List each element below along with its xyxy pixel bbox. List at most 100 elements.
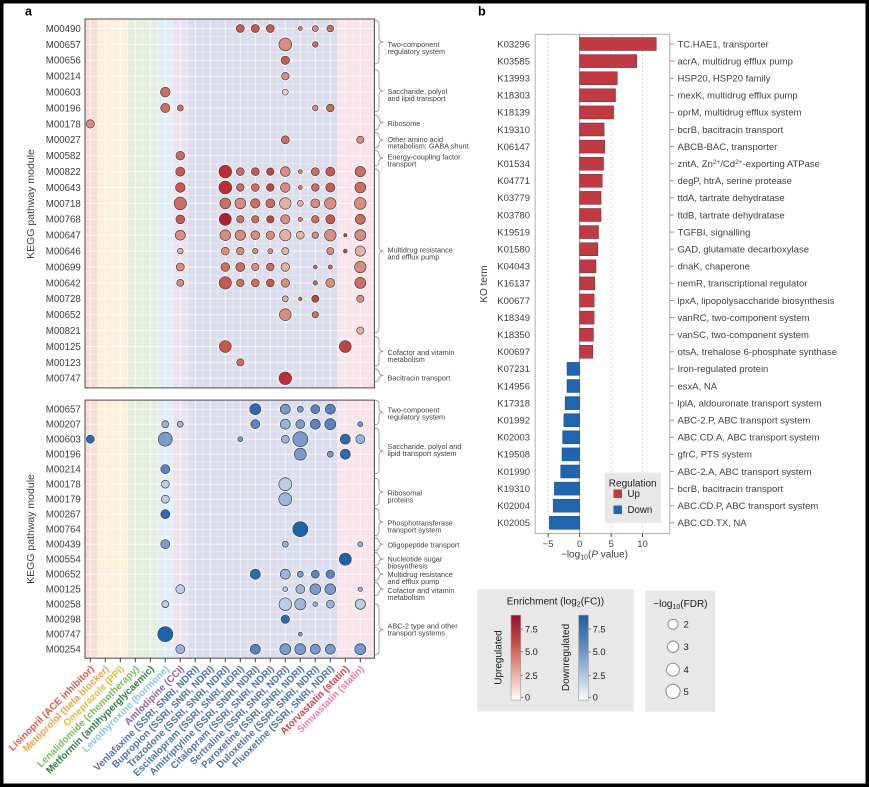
svg-text:M00267: M00267 bbox=[46, 510, 81, 521]
svg-text:7.5: 7.5 bbox=[525, 624, 538, 634]
svg-text:M00178: M00178 bbox=[46, 119, 81, 130]
svg-text:vanSC, two-component system: vanSC, two-component system bbox=[678, 330, 810, 341]
svg-text:ABC-2.A, ABC transport system: ABC-2.A, ABC transport system bbox=[678, 467, 812, 478]
svg-text:gfrC, PTS system: gfrC, PTS system bbox=[678, 450, 753, 461]
svg-text:K00697: K00697 bbox=[497, 347, 530, 358]
svg-text:Saccharide, polyol and: Saccharide, polyol and bbox=[388, 442, 462, 451]
svg-text:M00647: M00647 bbox=[46, 231, 81, 242]
svg-text:K16137: K16137 bbox=[497, 279, 530, 290]
svg-text:ABC.CD.TX, NA: ABC.CD.TX, NA bbox=[678, 518, 748, 529]
svg-text:K00677: K00677 bbox=[497, 296, 530, 307]
svg-text:M00656: M00656 bbox=[46, 56, 81, 67]
svg-text:K19310: K19310 bbox=[497, 125, 530, 136]
svg-text:metabolism: metabolism bbox=[388, 593, 425, 602]
svg-text:M00657: M00657 bbox=[46, 40, 81, 51]
svg-text:metabolism: GABA shunt: metabolism: GABA shunt bbox=[388, 142, 469, 151]
svg-text:Bacitracin transport: Bacitracin transport bbox=[388, 374, 451, 383]
svg-text:lipid transport system: lipid transport system bbox=[388, 449, 457, 458]
svg-text:M00643: M00643 bbox=[46, 183, 81, 194]
svg-text:ABC-2 type and other: ABC-2 type and other bbox=[388, 622, 459, 631]
svg-text:M00490: M00490 bbox=[46, 24, 82, 35]
svg-text:ABCB-BAC, transporter: ABCB-BAC, transporter bbox=[678, 142, 778, 153]
svg-text:K07231: K07231 bbox=[497, 364, 530, 375]
svg-text:Iron-regulated protein: Iron-regulated protein bbox=[678, 364, 769, 375]
svg-text:Cofactor and vitamin: Cofactor and vitamin bbox=[388, 348, 455, 357]
svg-text:regulatory system: regulatory system bbox=[388, 47, 446, 56]
svg-text:M00822: M00822 bbox=[46, 167, 81, 178]
svg-text:M00718: M00718 bbox=[46, 199, 81, 210]
svg-text:K03780: K03780 bbox=[497, 210, 530, 221]
svg-text:transport system: transport system bbox=[388, 525, 442, 534]
svg-text:ttdB, tartrate dehydratase: ttdB, tartrate dehydratase bbox=[678, 210, 785, 221]
svg-text:0: 0 bbox=[593, 693, 598, 703]
svg-text:M00214: M00214 bbox=[46, 465, 82, 476]
svg-text:M00196: M00196 bbox=[46, 103, 81, 114]
svg-text:M00747: M00747 bbox=[46, 630, 81, 641]
svg-text:M00027: M00027 bbox=[46, 135, 81, 146]
svg-text:M00652: M00652 bbox=[46, 310, 81, 321]
svg-text:K02005: K02005 bbox=[497, 518, 530, 529]
svg-text:2.5: 2.5 bbox=[593, 671, 606, 681]
svg-text:M00603: M00603 bbox=[46, 435, 81, 446]
svg-text:Saccharide, polyol: Saccharide, polyol bbox=[388, 87, 448, 96]
svg-text:and lipid transport: and lipid transport bbox=[388, 94, 446, 103]
svg-text:K01534: K01534 bbox=[497, 159, 530, 170]
svg-text:K18303: K18303 bbox=[497, 91, 530, 102]
svg-text:biosynthesis: biosynthesis bbox=[388, 561, 429, 570]
svg-text:Down: Down bbox=[628, 505, 653, 516]
svg-text:Regulation: Regulation bbox=[609, 479, 657, 490]
svg-text:TGFBI, signalling: TGFBI, signalling bbox=[678, 227, 751, 238]
svg-text:M00125: M00125 bbox=[46, 342, 81, 353]
svg-text:M00207: M00207 bbox=[46, 420, 81, 431]
svg-text:K02004: K02004 bbox=[497, 501, 530, 512]
svg-text:Ribosome: Ribosome bbox=[388, 119, 421, 128]
svg-text:0: 0 bbox=[577, 539, 582, 550]
svg-text:degP, htrA, serine protease: degP, htrA, serine protease bbox=[678, 176, 792, 187]
svg-text:K19508: K19508 bbox=[497, 450, 530, 461]
svg-text:M00214: M00214 bbox=[46, 72, 82, 83]
svg-text:10: 10 bbox=[637, 539, 648, 550]
svg-text:K01992: K01992 bbox=[497, 416, 530, 427]
svg-text:M00125: M00125 bbox=[46, 585, 81, 596]
svg-text:and efflux pump: and efflux pump bbox=[388, 577, 440, 586]
svg-text:M00642: M00642 bbox=[46, 278, 81, 289]
svg-text:regulatory system: regulatory system bbox=[388, 412, 446, 421]
svg-text:Up: Up bbox=[628, 489, 640, 500]
svg-text:transport systems: transport systems bbox=[388, 629, 446, 638]
svg-text:5: 5 bbox=[608, 539, 613, 550]
svg-text:ABC-2.P, ABC transport system: ABC-2.P, ABC transport system bbox=[678, 416, 811, 427]
svg-text:Two-component: Two-component bbox=[388, 40, 440, 49]
svg-text:Oligopeptide transport: Oligopeptide transport bbox=[388, 540, 460, 549]
svg-text:K02003: K02003 bbox=[497, 433, 530, 444]
svg-text:GAD, glutamate decarboxylase: GAD, glutamate decarboxylase bbox=[678, 245, 809, 256]
svg-text:transport: transport bbox=[388, 159, 417, 168]
svg-text:KO term: KO term bbox=[479, 265, 490, 302]
svg-text:M00179: M00179 bbox=[46, 495, 81, 506]
svg-text:K03585: K03585 bbox=[497, 56, 530, 67]
svg-text:K01990: K01990 bbox=[497, 467, 530, 478]
svg-text:M00178: M00178 bbox=[46, 480, 81, 491]
svg-text:0: 0 bbox=[525, 693, 530, 703]
svg-text:Two-component: Two-component bbox=[388, 405, 440, 414]
svg-text:ABC.CD.P, ABC transport system: ABC.CD.P, ABC transport system bbox=[678, 501, 819, 512]
svg-text:proteins: proteins bbox=[388, 496, 414, 505]
svg-text:Upregulated: Upregulated bbox=[494, 630, 505, 684]
svg-text:5: 5 bbox=[684, 687, 689, 698]
svg-text:7.5: 7.5 bbox=[593, 624, 606, 634]
svg-text:K18139: K18139 bbox=[497, 108, 530, 119]
svg-text:acrA, multidrug efflux pump: acrA, multidrug efflux pump bbox=[678, 56, 793, 67]
svg-text:lplA, aldouronate transport sy: lplA, aldouronate transport system bbox=[678, 398, 822, 409]
svg-text:ttdA, tartrate dehydratase: ttdA, tartrate dehydratase bbox=[678, 193, 785, 204]
svg-text:K19519: K19519 bbox=[497, 227, 530, 238]
svg-text:KEGG pathway module: KEGG pathway module bbox=[25, 474, 37, 584]
svg-text:M00646: M00646 bbox=[46, 247, 81, 258]
svg-text:M00554: M00554 bbox=[46, 555, 82, 566]
svg-text:5.0: 5.0 bbox=[593, 647, 606, 657]
svg-text:zntA, Zn2+/Cd2+-exporting ATPa: zntA, Zn2+/Cd2+-exporting ATPase bbox=[678, 159, 820, 170]
svg-text:M00254: M00254 bbox=[46, 645, 82, 656]
svg-text:M00768: M00768 bbox=[46, 215, 81, 226]
svg-text:otsA, trehalose 6-phosphate sy: otsA, trehalose 6-phosphate synthase bbox=[678, 347, 838, 358]
svg-text:K17318: K17318 bbox=[497, 398, 530, 409]
svg-text:M00603: M00603 bbox=[46, 88, 81, 99]
svg-text:2: 2 bbox=[684, 620, 689, 631]
